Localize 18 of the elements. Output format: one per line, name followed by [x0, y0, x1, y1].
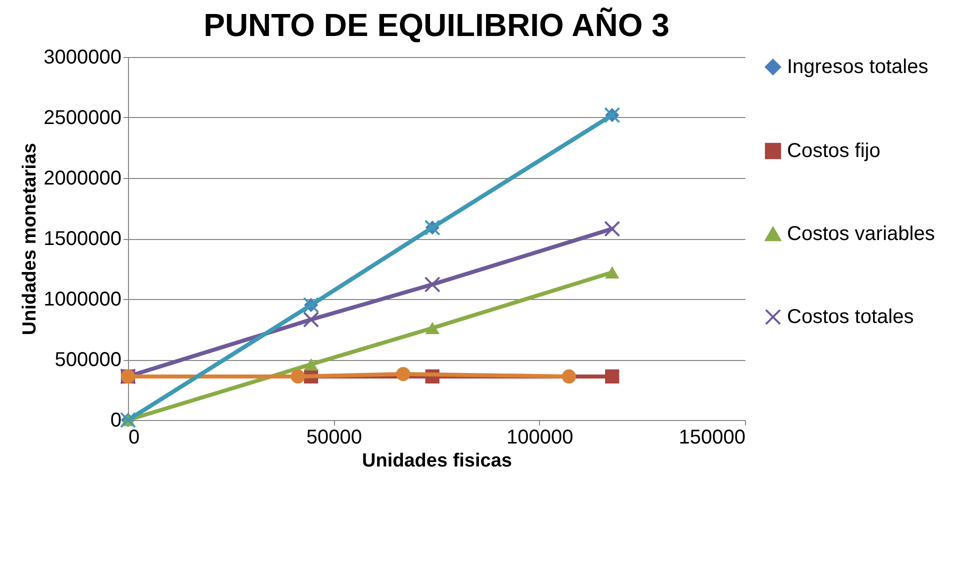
y-tick-label: 2500000: [44, 107, 122, 129]
legend-label: Ingresos totales: [787, 56, 928, 78]
y-tick-label: 0: [110, 410, 122, 432]
legend-label: Costos totales: [787, 306, 914, 328]
x-tick-label: 100000: [506, 426, 574, 448]
x-tick-label: 150000: [678, 426, 746, 448]
legend-label: Costos fijo: [787, 140, 880, 162]
chart-title: PUNTO DE EQUILIBRIO AÑO 3: [204, 7, 670, 43]
y-tick-label: 1000000: [44, 288, 122, 310]
legend-label: Costos variables: [787, 223, 935, 245]
y-tick-label: 1500000: [44, 228, 122, 250]
y-tick-label: 3000000: [44, 46, 122, 68]
y-tick-label: 2000000: [44, 168, 122, 190]
y-axis-title: Unidades monetarias: [20, 142, 41, 336]
x-axis-title: Unidades fisicas: [362, 450, 512, 472]
x-tick-label: 0: [128, 426, 140, 448]
x-tick-label: 50000: [306, 426, 362, 448]
y-tick-label: 500000: [54, 349, 122, 371]
